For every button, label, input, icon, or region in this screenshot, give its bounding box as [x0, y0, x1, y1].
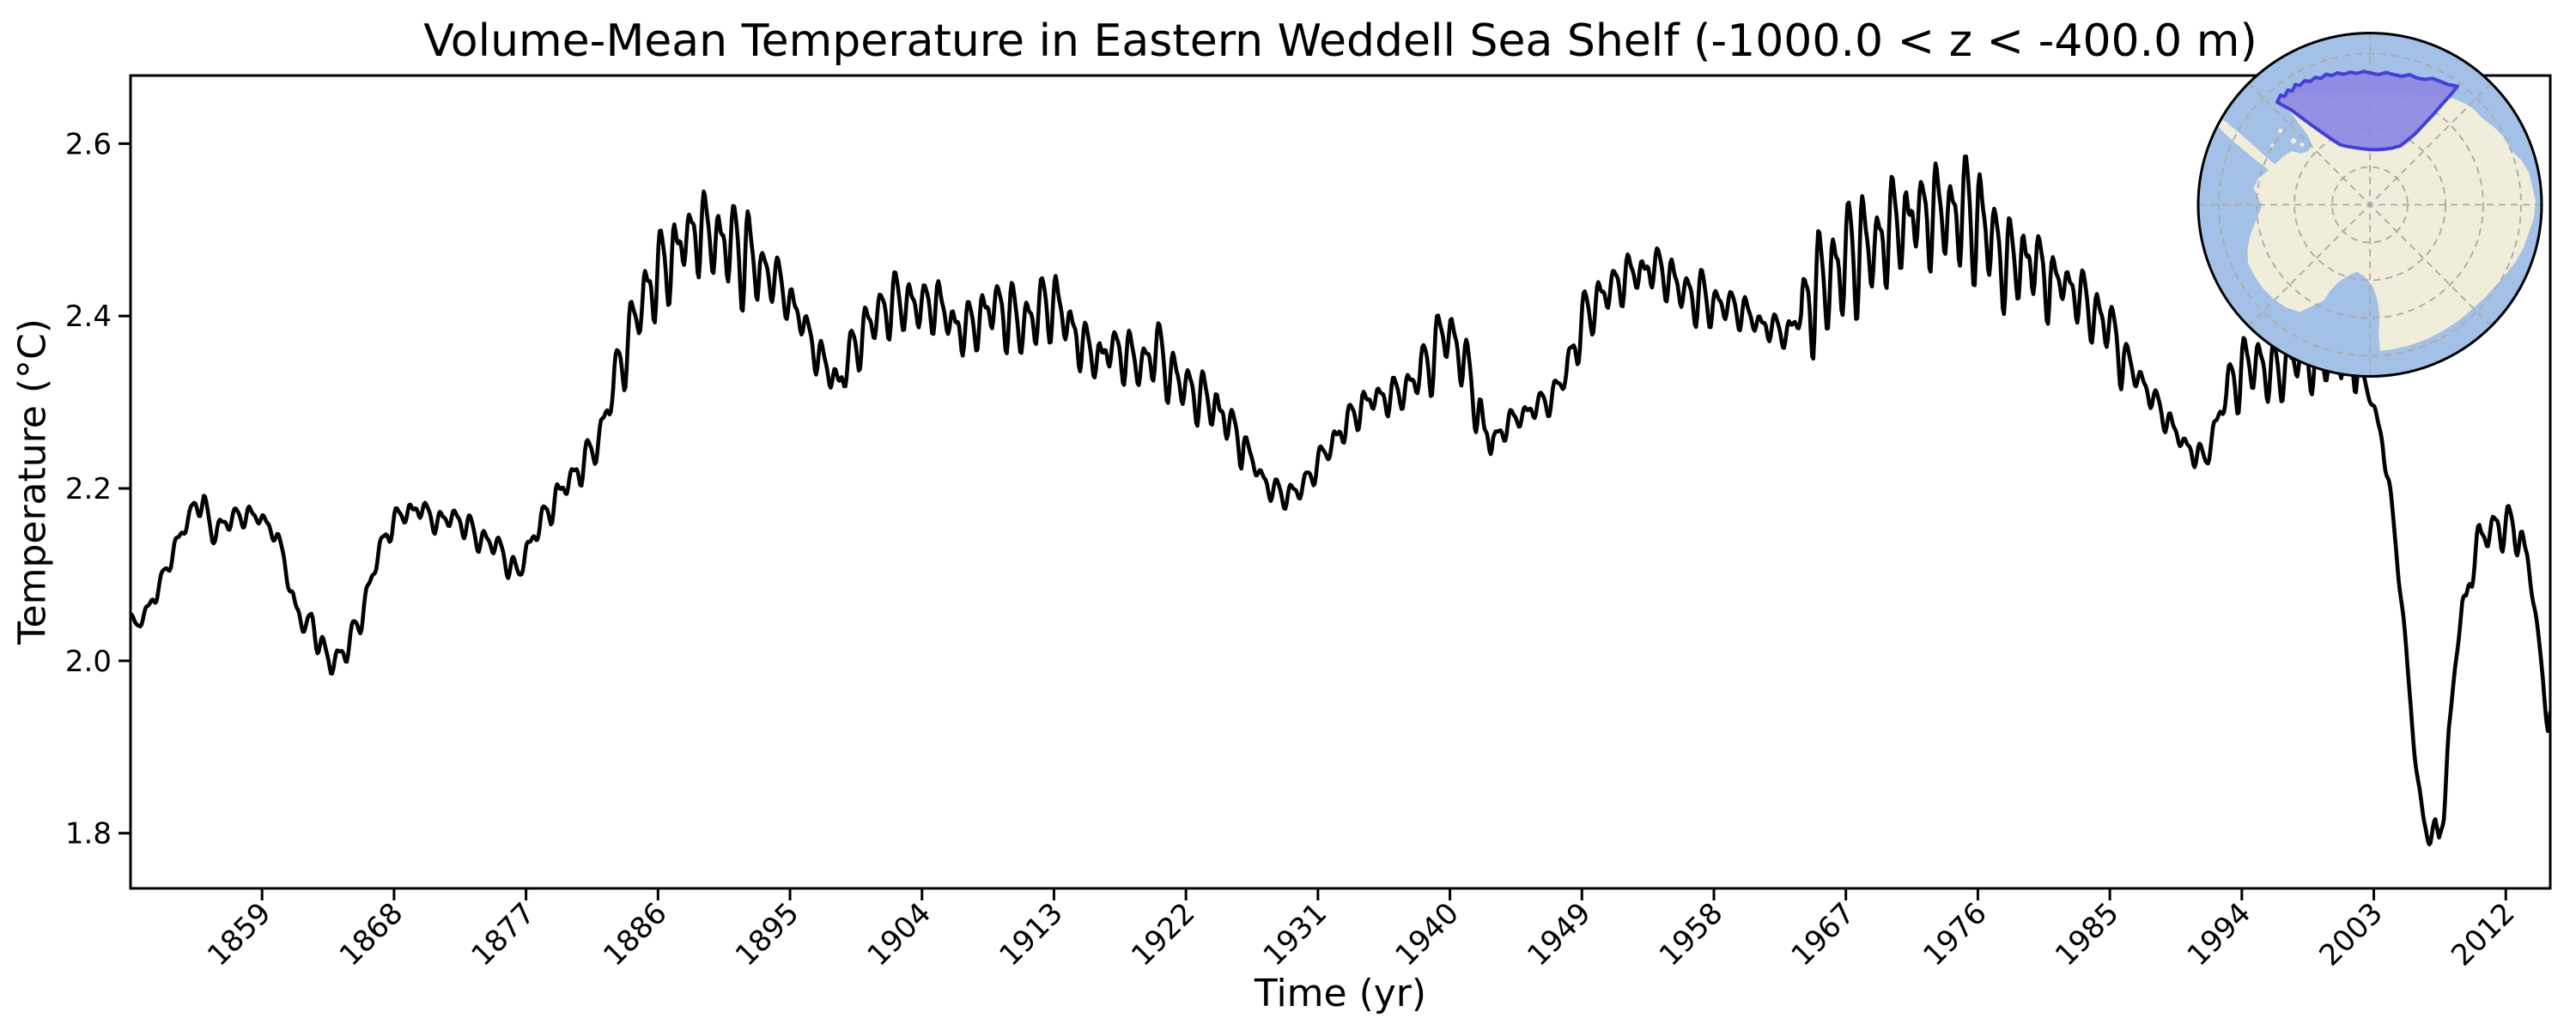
x-tick-label: 1940 — [1388, 896, 1465, 972]
chart-title: Volume-Mean Temperature in Eastern Wedde… — [423, 15, 2257, 67]
x-tick-label: 1958 — [1653, 896, 1729, 972]
x-tick-label: 1877 — [465, 896, 542, 972]
x-tick-label: 2003 — [2312, 896, 2389, 972]
x-tick-label: 2012 — [2445, 896, 2521, 972]
map-island — [2300, 142, 2305, 147]
x-tick-label: 1895 — [729, 896, 805, 972]
x-tick-label: 1904 — [861, 896, 938, 972]
x-tick-label: 1931 — [1257, 896, 1334, 972]
x-tick-label: 1994 — [2181, 896, 2257, 972]
x-tick-label: 1976 — [1917, 896, 1993, 972]
plot-frame — [129, 74, 2552, 890]
map-island — [2270, 143, 2274, 148]
x-tick-label: 1859 — [201, 896, 277, 972]
x-tick-label: 1922 — [1125, 896, 1201, 972]
x-tick-label: 1913 — [993, 896, 1069, 972]
x-tick-label: 1886 — [597, 896, 673, 972]
map-island — [2278, 128, 2283, 134]
y-axis-ticks: 1.8 2.0 2.2 2.4 2.6 — [65, 127, 131, 851]
antarctica-inset-map — [2198, 33, 2542, 377]
x-axis-label: Time (yr) — [1254, 972, 1427, 1015]
x-tick-label: 1967 — [1785, 896, 1862, 972]
y-tick-label: 2.2 — [65, 472, 112, 506]
map-island — [2290, 137, 2297, 144]
map-land-antarctica — [2247, 91, 2536, 351]
map-outline-circle — [2196, 32, 2543, 378]
x-tick-label: 1949 — [1521, 896, 1597, 972]
y-tick-label: 2.6 — [65, 127, 112, 161]
y-tick-label: 2.0 — [65, 645, 112, 679]
x-tick-label: 1985 — [2049, 896, 2125, 972]
y-tick-label: 2.4 — [65, 300, 112, 334]
temperature-line — [131, 154, 2550, 847]
x-tick-label: 1868 — [333, 896, 410, 972]
map-land-peninsula — [2215, 117, 2275, 171]
x-axis-ticks: 1859 1868 1877 1886 1895 1904 1913 1922 1931 1940… — [201, 888, 2522, 973]
map-highlighted-region-eastern-weddell-sea-shelf — [2275, 70, 2459, 152]
y-tick-label: 1.8 — [65, 817, 112, 851]
